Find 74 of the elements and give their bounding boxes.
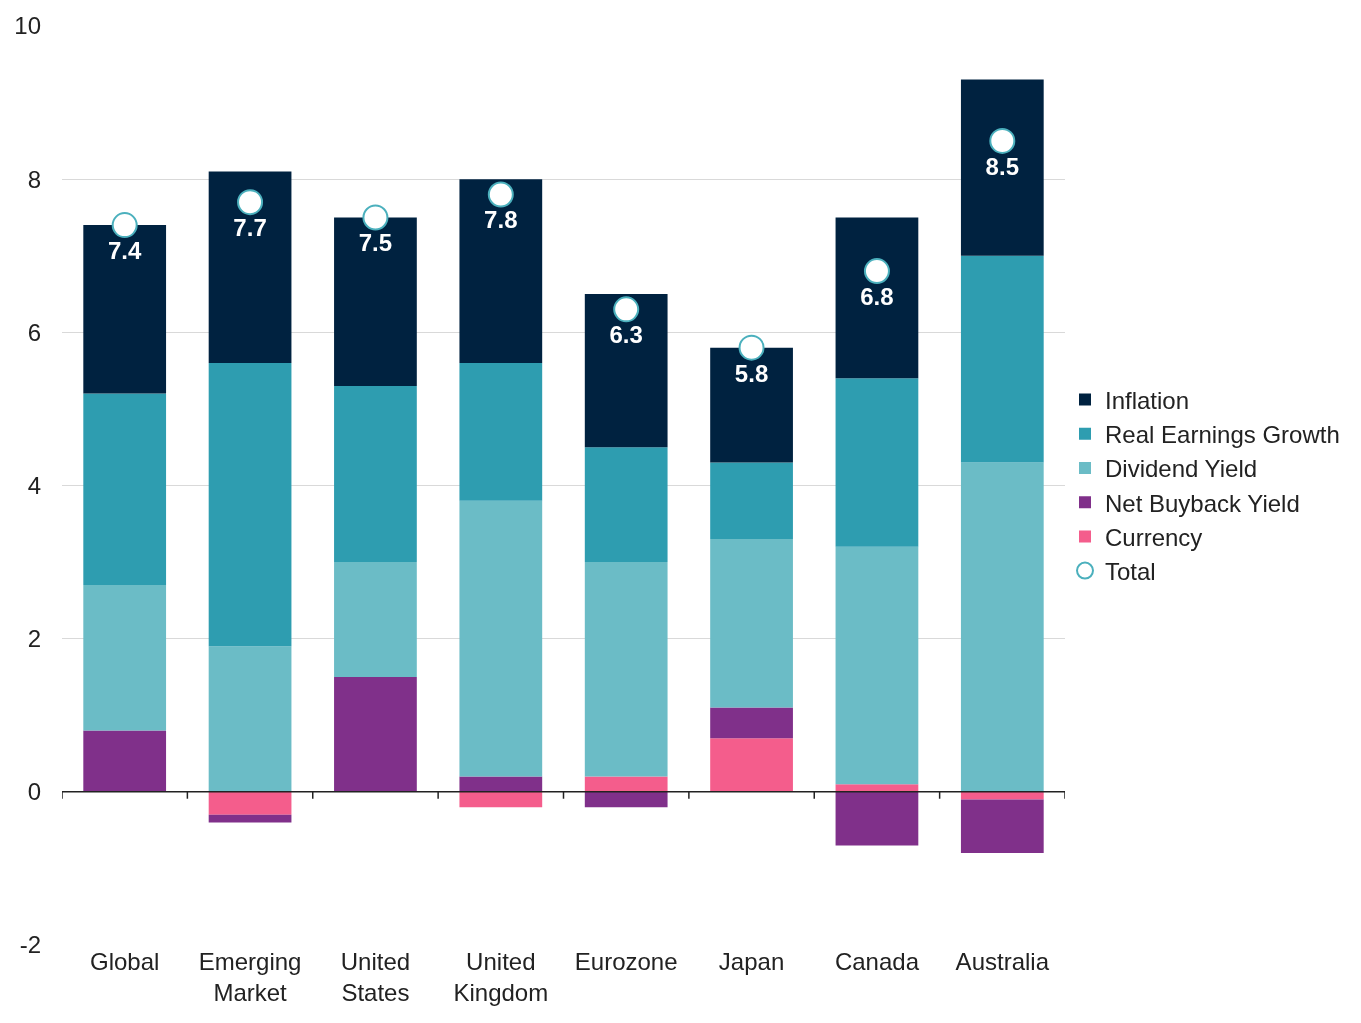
legend-label: Net Buyback Yield: [1105, 489, 1300, 517]
x-tick-label: Global: [90, 948, 160, 975]
point: [989, 127, 1016, 154]
point: [237, 189, 264, 216]
bar: [208, 814, 292, 823]
point: [487, 181, 514, 208]
y-tick-label: 6: [27, 318, 41, 346]
bar: [710, 707, 793, 739]
bar: [960, 462, 1044, 792]
data-label: 5.8: [734, 359, 769, 387]
x-tick-label: Emerging Market: [198, 948, 302, 1007]
x-tick-label: Eurozone: [574, 948, 678, 975]
bar: [835, 217, 919, 379]
legend-label: Total: [1105, 557, 1156, 585]
x-tick-label: United States: [340, 948, 411, 1007]
bar: [835, 784, 919, 792]
bar: [334, 385, 417, 563]
bar: [584, 776, 668, 792]
point: [738, 334, 765, 361]
bar: [710, 539, 793, 708]
point: [362, 204, 389, 231]
y-tick-label: 2: [27, 625, 41, 653]
y-tick-label: 8: [27, 165, 41, 193]
legend-label: Inflation: [1105, 386, 1190, 414]
data-label: 8.5: [985, 152, 1019, 180]
bar: [710, 462, 793, 540]
bar: [584, 791, 668, 808]
bar: [710, 738, 793, 792]
bar: [459, 791, 543, 808]
bar: [83, 393, 167, 586]
bar: [459, 362, 543, 501]
point: [863, 258, 890, 285]
bar: [459, 500, 543, 777]
y-tick-label: -2: [19, 931, 41, 959]
y-tick-label: 4: [27, 471, 41, 499]
data-label: 7.4: [108, 237, 143, 265]
x-tick-label: United Kingdom: [453, 948, 549, 1007]
x-tick-label: Japan: [718, 948, 785, 975]
bar: [334, 562, 417, 677]
data-label: 6.3: [609, 321, 643, 349]
bar: [960, 799, 1044, 854]
bar: [960, 255, 1044, 463]
bar: [459, 776, 543, 792]
bar: [459, 179, 543, 363]
bar: [835, 546, 919, 785]
bar: [584, 447, 668, 563]
bar: [960, 79, 1044, 256]
bar: [710, 347, 793, 463]
bar: [208, 362, 292, 647]
legend-label: Dividend Yield: [1105, 455, 1258, 483]
y-tick-label: 0: [27, 778, 41, 806]
bar: [334, 217, 417, 386]
x-tick-label: Australia: [955, 948, 1050, 975]
bar: [835, 378, 919, 547]
bar: [208, 646, 292, 792]
y-tick-label: 10: [14, 12, 41, 40]
bar: [83, 730, 167, 792]
bar: [208, 171, 292, 363]
data-label: 7.5: [358, 229, 393, 257]
data-label: 6.8: [860, 283, 894, 311]
bar: [83, 225, 167, 394]
legend-label: Currency: [1105, 523, 1203, 551]
legend-label: Real Earnings Growth: [1105, 421, 1340, 449]
bar: [334, 676, 417, 792]
bar: [584, 562, 668, 777]
data-label: 7.8: [484, 206, 518, 234]
point: [613, 296, 640, 323]
bar: [208, 791, 292, 815]
x-tick-label: Canada: [834, 948, 920, 975]
bar: [584, 294, 668, 448]
data-label: 7.7: [233, 214, 267, 242]
point: [111, 212, 138, 239]
bar: [83, 585, 167, 731]
bar: [835, 791, 919, 846]
